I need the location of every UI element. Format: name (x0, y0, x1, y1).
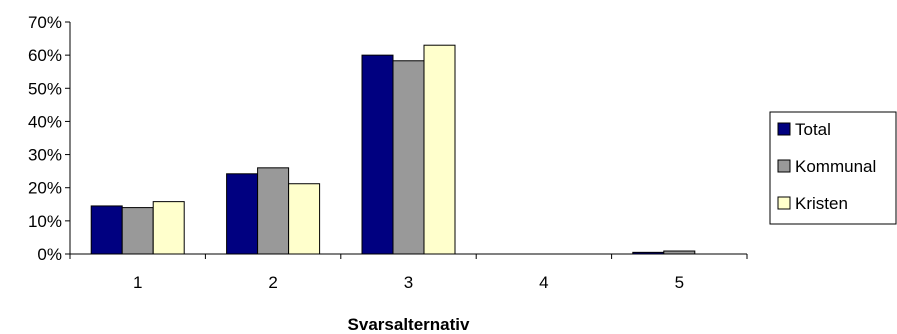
bar-kommunal-2 (257, 167, 290, 255)
y-tick-label: 0% (37, 245, 62, 264)
x-tick-label: 2 (268, 273, 277, 292)
bar-total-1 (90, 205, 123, 255)
legend: Total Kommunal Kristen (769, 111, 897, 225)
y-tick-label: 70% (28, 13, 62, 32)
x-tick-label: 5 (675, 273, 684, 292)
x-tick-label: 4 (539, 273, 548, 292)
bar-kristen-3 (423, 44, 456, 255)
legend-swatch-kommunal (777, 159, 791, 173)
legend-swatch-kristen (777, 196, 791, 210)
x-axis-ticks: 1 2 3 4 5 (69, 254, 748, 292)
bar-kristen-1 (152, 201, 185, 255)
bar-total-2 (226, 173, 259, 255)
y-axis-ticks: 0% 10% 20% 30% 40% 50% 60% 70% (28, 13, 70, 264)
legend-label-total: Total (795, 120, 831, 139)
bar-kommunal-3 (392, 60, 425, 255)
y-tick-label: 20% (28, 179, 62, 198)
legend-label-kommunal: Kommunal (795, 157, 876, 176)
y-tick-label: 40% (28, 112, 62, 131)
y-tick-label: 30% (28, 146, 62, 165)
bars (90, 44, 696, 255)
y-tick-label: 10% (28, 212, 62, 231)
bar-kommunal-1 (121, 207, 154, 255)
bar-kristen-2 (288, 183, 321, 255)
x-tick-label: 3 (404, 273, 413, 292)
y-tick-label: 60% (28, 46, 62, 65)
y-tick-label: 50% (28, 79, 62, 98)
x-axis-title: Svarsalternativ (348, 315, 470, 334)
legend-box (769, 111, 897, 225)
legend-swatch-total (777, 122, 791, 136)
x-tick-label: 1 (133, 273, 142, 292)
legend-label-kristen: Kristen (795, 194, 848, 213)
bar-total-3 (361, 54, 394, 255)
